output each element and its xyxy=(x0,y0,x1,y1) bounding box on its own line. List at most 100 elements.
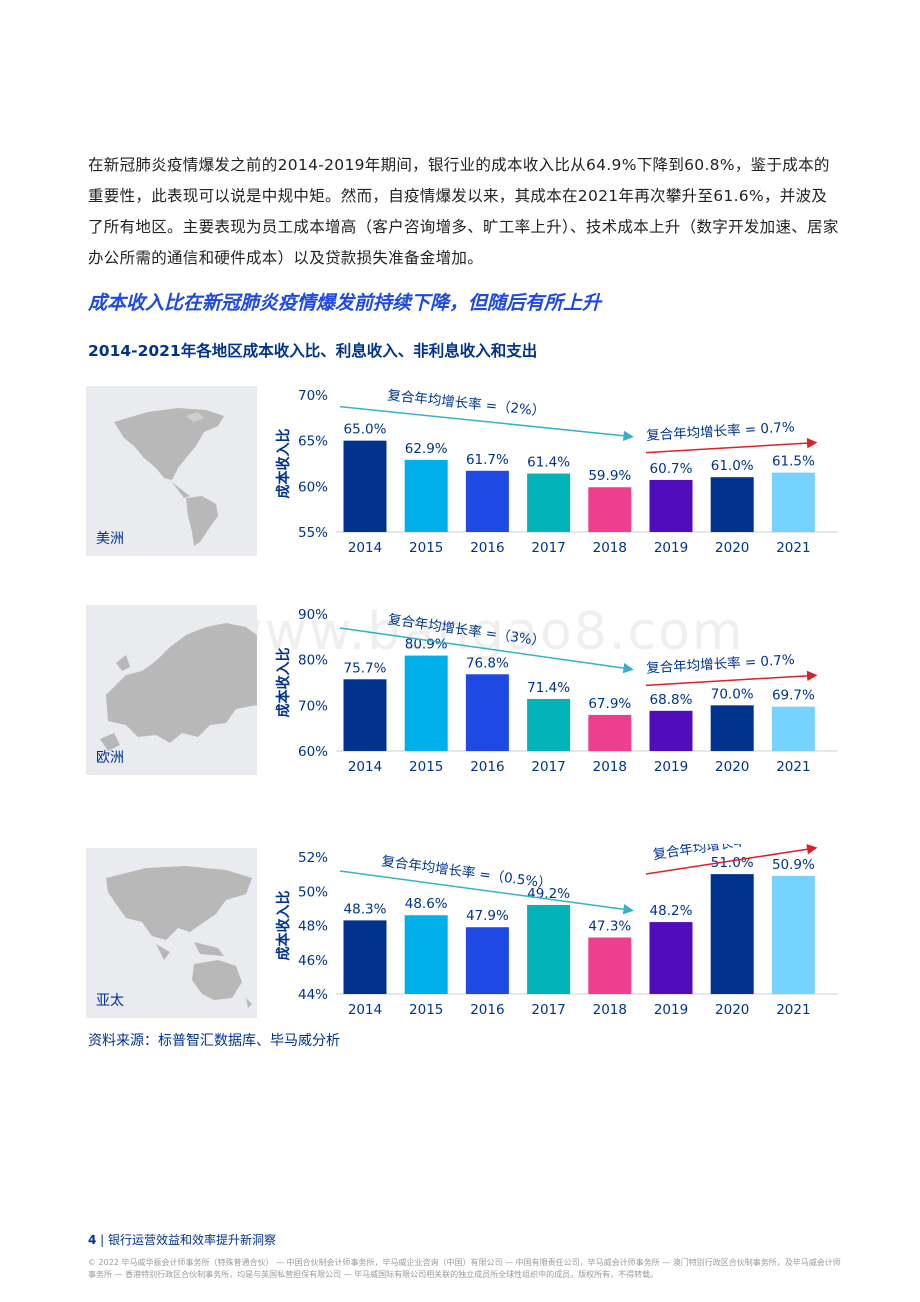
chart-americas: 成本收入比 55% 60% 65% 70% 65.0% 2014 62.9% 2015 61.7%… xyxy=(275,387,838,556)
value-label: 68.8% xyxy=(650,692,693,708)
bar-2017 xyxy=(527,473,571,532)
x-tick-label: 2016 xyxy=(470,1002,504,1018)
bar-2021 xyxy=(771,875,815,994)
value-label: 48.2% xyxy=(650,903,693,919)
y-tick-label: 48% xyxy=(298,919,328,935)
document-title: 银行运营效益和效率提升新洞察 xyxy=(108,1233,277,1247)
bar-2019 xyxy=(649,922,693,994)
x-tick-label: 2020 xyxy=(715,540,749,556)
bar-2019 xyxy=(649,479,693,532)
x-tick-label: 2020 xyxy=(715,759,749,775)
y-tick-label: 70% xyxy=(298,698,328,714)
bar-2015 xyxy=(404,655,448,751)
x-tick-label: 2014 xyxy=(348,540,382,556)
y-tick-label: 60% xyxy=(298,479,328,495)
y-tick-label: 90% xyxy=(298,607,328,623)
trend-arrow-down xyxy=(339,627,634,674)
footer: 4 | 银行运营效益和效率提升新洞察 xyxy=(88,1231,276,1248)
x-tick-label: 2015 xyxy=(409,759,443,775)
x-tick-label: 2017 xyxy=(531,540,565,556)
value-label: 61.7% xyxy=(466,452,509,468)
bar-2014 xyxy=(343,440,387,532)
trend-annotation: 复合年均增长率 =（0.5%） xyxy=(380,852,552,892)
bar-2018 xyxy=(588,487,632,532)
value-label: 47.3% xyxy=(588,918,631,934)
x-tick-label: 2017 xyxy=(531,759,565,775)
y-tick-label: 50% xyxy=(298,884,328,900)
bar-2016 xyxy=(465,470,509,532)
bar-2019 xyxy=(649,710,693,751)
y-axis-label: 成本收入比 xyxy=(275,891,292,961)
x-tick-label: 2019 xyxy=(654,1002,688,1018)
x-tick-label: 2016 xyxy=(470,759,504,775)
map-europe: 欧洲 xyxy=(86,605,257,775)
value-label: 48.6% xyxy=(405,896,448,912)
x-tick-label: 2018 xyxy=(593,540,627,556)
bar-2021 xyxy=(771,472,815,532)
value-label: 67.9% xyxy=(588,696,631,712)
trend-annotation: 复合年均增长率 = 0.7% xyxy=(646,418,796,444)
bar-2020 xyxy=(710,705,754,751)
value-label: 65.0% xyxy=(344,422,387,438)
footer-separator: | xyxy=(96,1233,109,1247)
figure-subtitle: 2014-2021年各地区成本收入比、利息收入、非利息收入和支出 xyxy=(88,342,538,360)
intro-paragraph: 在新冠肺炎疫情爆发之前的2014-2019年期间，银行业的成本收入比从64.9%… xyxy=(88,156,839,267)
y-tick-label: 60% xyxy=(298,744,328,760)
value-label: 59.9% xyxy=(588,468,631,484)
bar-2020 xyxy=(710,874,754,994)
x-tick-label: 2019 xyxy=(654,759,688,775)
value-label: 61.5% xyxy=(772,454,815,470)
value-label: 70.0% xyxy=(711,686,754,702)
bar-2018 xyxy=(588,937,632,994)
source-note: 资料来源：标普智汇数据库、毕马威分析 xyxy=(88,1033,340,1049)
x-tick-label: 2021 xyxy=(776,1002,810,1018)
x-tick-label: 2018 xyxy=(593,1002,627,1018)
bar-2016 xyxy=(465,674,509,751)
trend-arrow-up xyxy=(645,670,818,687)
value-label: 69.7% xyxy=(772,688,815,704)
copyright-notice: © 2022 毕马威华振会计师事务所（特殊普通合伙） — 中国合伙制会计师事务所… xyxy=(88,1258,841,1279)
y-tick-label: 80% xyxy=(298,653,328,669)
x-tick-label: 2020 xyxy=(715,1002,749,1018)
bar-2016 xyxy=(465,927,509,994)
trend-annotation: 复合年均增长率 =（2%） xyxy=(387,387,546,420)
bar-2015 xyxy=(404,459,448,532)
value-label: 76.8% xyxy=(466,655,509,671)
bar-2017 xyxy=(527,904,571,994)
map-americas: 美洲 xyxy=(86,386,257,556)
trend-arrow-down xyxy=(339,405,634,442)
y-tick-label: 70% xyxy=(298,388,328,404)
watermark: www.bangao8.com xyxy=(220,602,745,662)
y-tick-label: 46% xyxy=(298,953,328,969)
x-tick-label: 2018 xyxy=(593,759,627,775)
bar-2017 xyxy=(527,698,571,751)
x-tick-label: 2016 xyxy=(470,540,504,556)
asia-pacific-map-image xyxy=(106,866,252,1008)
y-axis-label: 成本收入比 xyxy=(275,648,292,718)
x-tick-label: 2014 xyxy=(348,759,382,775)
x-tick-label: 2019 xyxy=(654,540,688,556)
value-label: 60.7% xyxy=(650,461,693,477)
chart-asia-pacific: 成本收入比 44% 46% 48% 50% 52% 48.3% 2014 48.6% 2015 47… xyxy=(275,844,838,1018)
value-label: 75.7% xyxy=(344,660,387,676)
value-label: 47.9% xyxy=(466,908,509,924)
trend-arrow-up xyxy=(645,437,818,454)
x-tick-label: 2015 xyxy=(409,540,443,556)
trend-annotation: 复合年均增长率 = 0.7% xyxy=(646,651,796,677)
chart-europe: 成本收入比 60% 70% 80% 90% 75.7% 2014 80.9% 2015 76.8%… xyxy=(275,607,838,775)
value-label: 61.0% xyxy=(711,458,754,474)
region-label: 欧洲 xyxy=(96,750,124,766)
value-label: 71.4% xyxy=(527,680,570,696)
region-label: 美洲 xyxy=(96,531,124,547)
y-tick-label: 52% xyxy=(298,850,328,866)
bar-2014 xyxy=(343,679,387,751)
bar-2018 xyxy=(588,714,632,751)
page-number: 4 xyxy=(88,1233,97,1247)
value-label: 48.3% xyxy=(344,901,387,917)
bar-2014 xyxy=(343,920,387,994)
x-tick-label: 2015 xyxy=(409,1002,443,1018)
bar-2015 xyxy=(404,915,448,994)
x-tick-label: 2021 xyxy=(776,759,810,775)
section-headline: 成本收入比在新冠肺炎疫情爆发前持续下降，但随后有所上升 xyxy=(88,292,602,314)
trend-arrow-up xyxy=(645,844,818,875)
